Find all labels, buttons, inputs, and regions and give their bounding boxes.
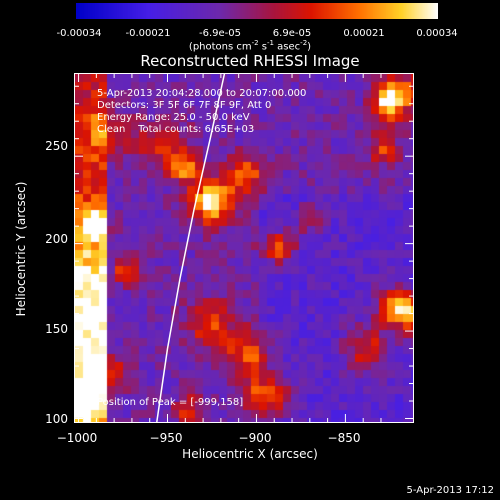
colorbar-tick: 0.00021 bbox=[343, 28, 385, 39]
x-tick-label: −1000 bbox=[56, 431, 98, 445]
x-axis-label: Heliocentric X (arcsec) bbox=[182, 447, 318, 461]
y-tick-label: 200 bbox=[45, 232, 68, 246]
heatmap-image bbox=[75, 74, 413, 422]
info-time: 5-Apr-2013 20:04:28.000 to 20:07:00.000 bbox=[97, 88, 307, 99]
x-tick-label: −850 bbox=[327, 431, 361, 445]
heatmap-plot: 5-Apr-2013 20:04:28.000 to 20:07:00.000 … bbox=[74, 73, 414, 423]
colorbar-tick: -0.00034 bbox=[56, 28, 102, 39]
info-clean: Clean Total counts: 6.65E+03 bbox=[97, 124, 255, 135]
x-tick-label: −900 bbox=[238, 431, 272, 445]
timestamp: 5-Apr-2013 17:12 bbox=[406, 485, 494, 496]
colorbar bbox=[76, 3, 438, 19]
y-tick-label: 100 bbox=[45, 412, 68, 426]
x-tick-label: −950 bbox=[149, 431, 183, 445]
colorbar-tick: 0.00034 bbox=[416, 28, 458, 39]
info-peak: Position of Peak = [-999,158] bbox=[97, 397, 244, 408]
colorbar-tick: 6.9e-05 bbox=[272, 28, 312, 39]
colorbar-tick: -0.00021 bbox=[125, 28, 171, 39]
colorbar-units: (photons cm-2 s-1 asec-2) bbox=[188, 39, 312, 53]
y-axis-label: Heliocentric Y (arcsec) bbox=[14, 181, 28, 317]
y-tick-label: 250 bbox=[45, 139, 68, 153]
info-energy: Energy Range: 25.0 - 50.0 keV bbox=[97, 112, 250, 123]
colorbar-tick: -6.9e-05 bbox=[199, 28, 241, 39]
y-tick-label: 150 bbox=[45, 322, 68, 336]
info-detectors: Detectors: 3F 5F 6F 7F 8F 9F, Att 0 bbox=[97, 100, 272, 111]
chart-title: Reconstructed RHESSI Image bbox=[140, 52, 360, 70]
